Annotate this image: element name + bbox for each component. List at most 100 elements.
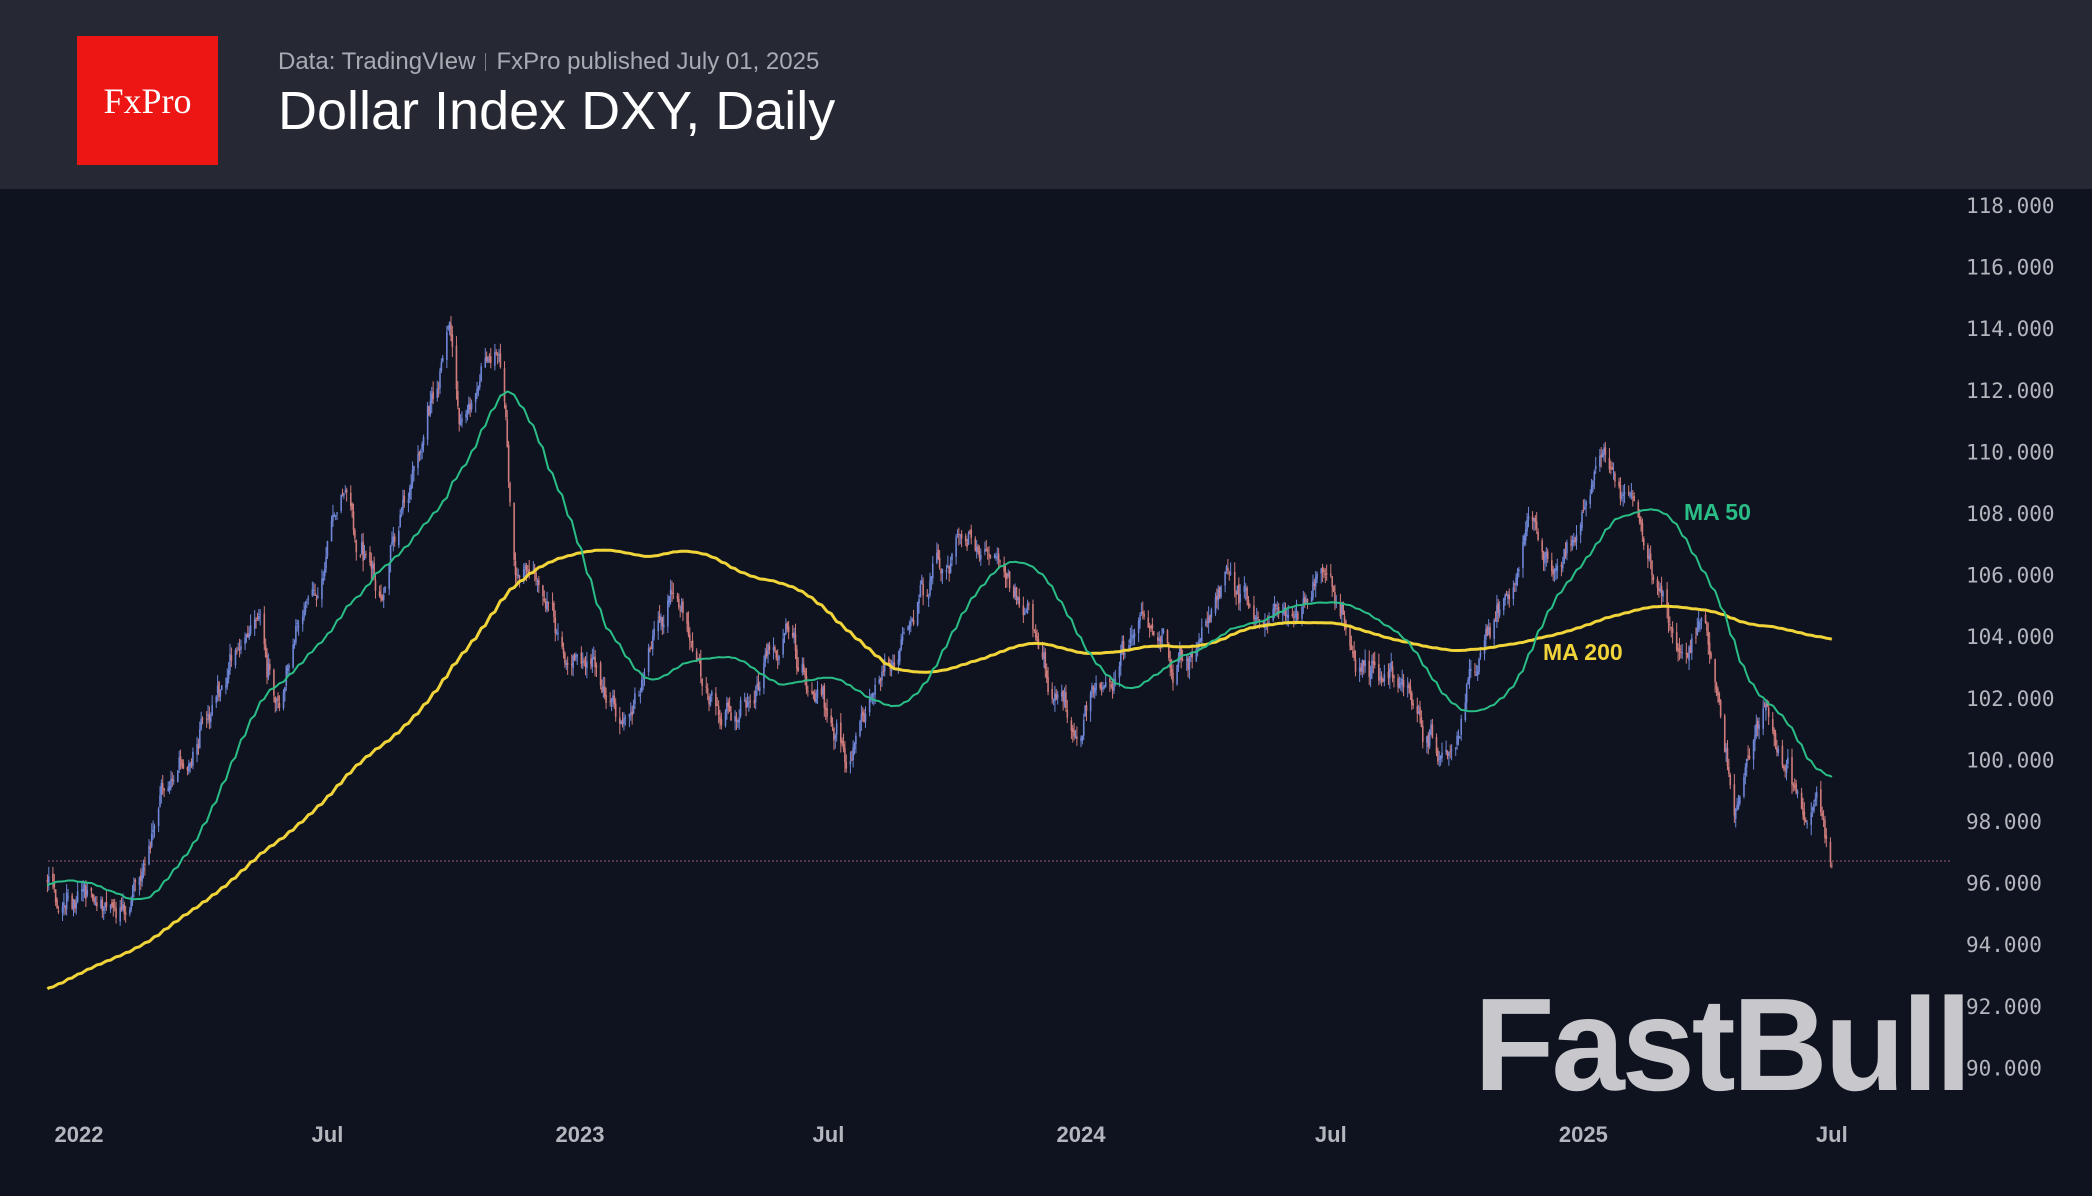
candle-body: [1034, 631, 1037, 638]
candle-body: [1696, 627, 1699, 635]
candle-body: [1633, 495, 1635, 502]
candle-body: [344, 490, 347, 492]
candle-body: [144, 863, 146, 866]
candle-body: [826, 708, 828, 717]
candle-body: [897, 659, 900, 665]
candle-body: [489, 356, 492, 363]
candle-body: [238, 648, 241, 651]
candle-body: [1295, 610, 1298, 614]
candle-body: [1334, 591, 1336, 604]
candle-body: [122, 903, 124, 910]
candle-body: [787, 626, 790, 632]
candle-body: [1122, 640, 1125, 655]
candle-body: [498, 354, 500, 356]
candle-body: [878, 679, 881, 684]
candle-body: [1350, 644, 1353, 650]
candle-body: [590, 659, 592, 665]
candle-body: [322, 578, 325, 581]
candle-body: [1437, 750, 1439, 762]
candle-body: [1147, 617, 1150, 628]
candle-body: [1822, 818, 1825, 820]
candle-body: [671, 591, 673, 593]
candle-body: [1815, 791, 1818, 798]
candle-body: [373, 563, 375, 577]
candle-body: [1601, 453, 1604, 458]
candle-body: [695, 651, 698, 661]
candle-body: [1483, 640, 1486, 654]
candle-body: [1012, 586, 1015, 597]
candle-body: [1824, 819, 1826, 838]
candle-body: [1273, 602, 1276, 611]
candle-body: [150, 833, 153, 847]
candle-body: [601, 687, 603, 693]
candle-body: [543, 599, 546, 601]
candle-body: [215, 696, 218, 704]
y-tick-label: 118.000: [1966, 194, 2055, 218]
candle-body: [1071, 728, 1074, 733]
candle-body: [941, 569, 944, 574]
candle-body: [1441, 752, 1443, 758]
candle-body: [1152, 631, 1155, 636]
candle-body: [967, 534, 970, 545]
candle-body: [1758, 724, 1760, 730]
candle-body: [667, 600, 669, 627]
candle-body: [1419, 706, 1421, 717]
candle-body: [94, 903, 97, 905]
candle-body: [900, 639, 902, 650]
candle-body: [278, 702, 281, 708]
candle-body: [285, 666, 288, 686]
candle-body: [724, 711, 727, 726]
candle-body: [1032, 604, 1034, 630]
candle-body: [1600, 454, 1603, 458]
candle-body: [1502, 598, 1505, 611]
candle-body: [1733, 784, 1736, 816]
candle-body: [1792, 784, 1795, 786]
candle-body: [1430, 724, 1432, 730]
candle-body: [451, 334, 454, 347]
candle-body: [315, 599, 318, 601]
candle-body: [52, 873, 54, 882]
candle-body: [457, 390, 459, 407]
candle-body: [1739, 796, 1741, 804]
candle-body: [1752, 740, 1755, 760]
candle-body: [205, 718, 208, 720]
candle-body: [306, 602, 308, 604]
candle-body: [820, 688, 823, 695]
candle-body: [1773, 730, 1775, 736]
candle-body: [956, 536, 959, 538]
candle-body: [1474, 671, 1476, 673]
candle-body: [426, 405, 429, 440]
candle-body: [1332, 586, 1335, 592]
candle-body: [737, 720, 739, 723]
candle-body: [1305, 599, 1307, 603]
candle-body: [236, 650, 238, 652]
candle-body: [469, 404, 471, 410]
candle-body: [398, 530, 400, 546]
y-tick-label: 114.000: [1966, 317, 2055, 341]
candle-body: [374, 580, 377, 591]
candle-body: [160, 783, 163, 795]
candle-body: [1802, 808, 1804, 815]
candle-body: [984, 549, 986, 552]
candle-body: [507, 444, 510, 482]
candle-body: [1074, 735, 1077, 738]
x-tick-label: 2022: [55, 1122, 104, 1147]
candle-body: [988, 553, 990, 556]
candle-body: [719, 716, 721, 722]
candle-body: [1339, 602, 1342, 617]
candle-body: [757, 682, 760, 689]
candle-body: [1767, 707, 1770, 717]
candle-body: [938, 557, 941, 568]
candle-body: [687, 621, 690, 635]
candle-body: [583, 660, 585, 663]
chart-subtitle: Data: TradingVIew FxPro published July 01…: [278, 48, 819, 76]
candle-body: [1218, 586, 1221, 597]
candle-body: [931, 563, 934, 579]
candle-body: [1715, 683, 1718, 690]
candle-body: [1581, 512, 1583, 528]
candle-body: [1120, 650, 1122, 667]
candle-body: [227, 670, 230, 680]
candle-body: [1566, 542, 1568, 554]
candle-body: [240, 646, 242, 650]
candle-body: [119, 907, 121, 922]
